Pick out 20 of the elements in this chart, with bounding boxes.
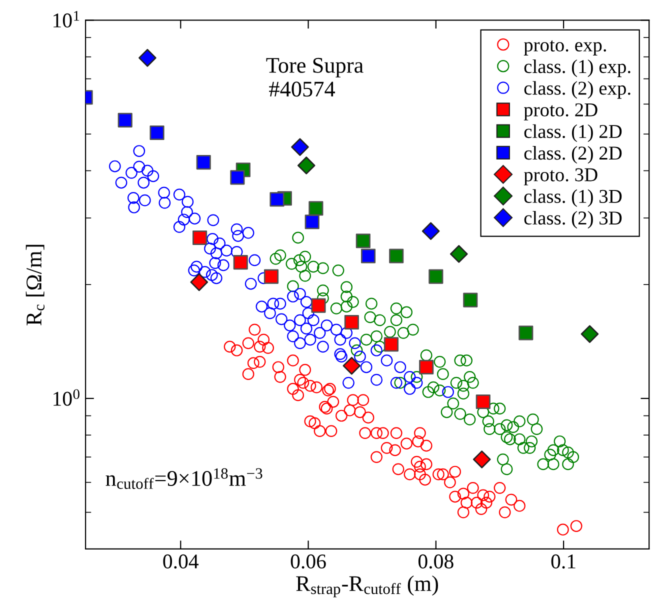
- legend-label: proto. exp.: [524, 40, 606, 56]
- annotation: Tore Supra: [266, 58, 364, 78]
- legend-label: class. (1) 3D: [524, 189, 622, 207]
- x-tick-label: 0.1: [551, 554, 576, 569]
- annotation: #40574: [269, 82, 336, 97]
- x-tick-label: 0.08: [418, 554, 454, 569]
- y-axis-title: R$_{c}$ [Ω/m]: [26, 244, 45, 326]
- x-axis-title: R$_{strap}$-R$_{cutoff}$ (m): [296, 575, 438, 598]
- x-tick-label: 0.04: [163, 554, 199, 569]
- x-tick-label: 0.06: [290, 554, 326, 569]
- legend-label: class. (1) exp.: [524, 59, 630, 78]
- y-tick-label: 10$^{1}$: [54, 10, 80, 28]
- legend-label: class. (2) 3D: [524, 210, 622, 229]
- legend-label: class. (1) 2D: [524, 124, 622, 142]
- y-tick-label: 10$^{0}$: [54, 389, 80, 406]
- legend-label: proto. 2D: [524, 103, 598, 120]
- legend-label: class. (2) 2D: [524, 146, 622, 164]
- legend-label: class. (2) exp.: [524, 81, 630, 99]
- legend-label: proto. 3D: [524, 168, 598, 186]
- annotation: n$_{cutoff}$=9×10$^{18}$m$^{−3}$: [106, 468, 262, 489]
